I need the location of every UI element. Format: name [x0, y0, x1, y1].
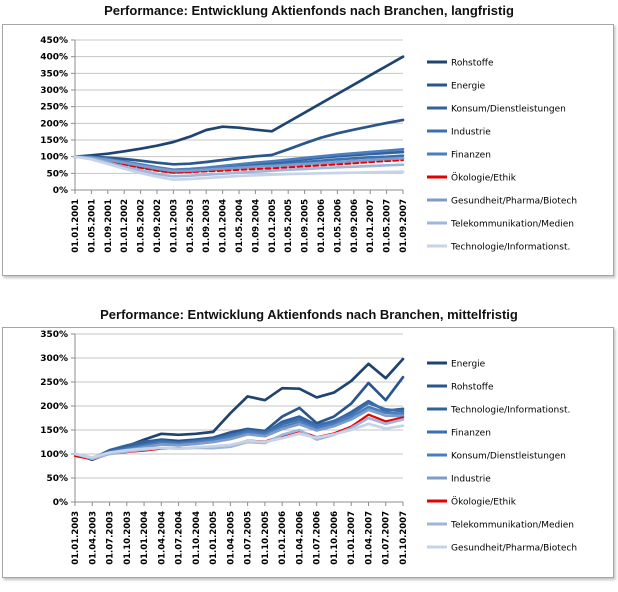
- legend-label-finanzen: Finanzen: [451, 151, 491, 161]
- x-axis-label: 01.09.2007: [399, 199, 409, 253]
- x-axis-label: 01.05.2002: [137, 199, 147, 253]
- legend-label-industrie: Industrie: [451, 128, 491, 138]
- legend-label-telekommunikation-medien: Telekommunikation/Medien: [450, 521, 574, 531]
- y-axis-label: 250%: [40, 378, 68, 388]
- y-axis-label: 50%: [46, 169, 68, 179]
- series-line-gesundheit-pharma-biotech: [73, 422, 405, 459]
- y-axis-label: 200%: [40, 119, 68, 129]
- legend-label-konsum-dienstleistungen: Konsum/Dienstleistungen: [451, 452, 566, 462]
- series-line-technologie-informationst: [73, 155, 405, 182]
- legend-label-gesundheit-pharma-biotech: Gesundheit/Pharma/Biotech: [451, 544, 577, 554]
- series-line-gesundheit-pharma-biotech: [73, 155, 405, 173]
- legend-label-rohstoffe: Rohstoffe: [451, 59, 494, 69]
- y-axis-label: 100%: [40, 450, 68, 460]
- x-axis-label: 01.01.2007: [347, 511, 357, 565]
- x-axis-label: 01.07.2003: [106, 511, 116, 565]
- x-axis-label: 01.09.2004: [251, 199, 261, 253]
- legend-label-technologie-informationst: Technologie/Informationst.: [450, 243, 570, 253]
- y-axis-label: 150%: [40, 136, 68, 146]
- legend-label-energie: Energie: [451, 82, 486, 92]
- series-line-kologie-ethik: [73, 155, 405, 174]
- x-axis-label: 01.10.2004: [192, 511, 202, 565]
- x-axis-label: 01.10.2003: [123, 511, 133, 565]
- y-axis-label: 0%: [53, 186, 68, 196]
- x-axis-label: 01.04.2007: [364, 511, 374, 565]
- y-axis-label: 450%: [40, 36, 68, 46]
- x-axis-label: 01.01.2001: [71, 199, 81, 253]
- x-axis-label: 01.07.2007: [382, 511, 392, 565]
- x-axis-label: 01.04.2003: [88, 511, 98, 565]
- x-axis-label: 01.05.2004: [235, 199, 245, 253]
- y-axis-label: 250%: [40, 103, 68, 113]
- x-axis-label: 01.01.2002: [120, 199, 130, 253]
- x-axis-label: 01.01.2007: [366, 199, 376, 253]
- legend-label-finanzen: Finanzen: [451, 429, 491, 439]
- x-axis-label: 01.09.2005: [301, 199, 311, 253]
- chart-title-mittelfristig: Performance: Entwicklung Aktienfonds nac…: [100, 307, 518, 322]
- x-axis-label: 01.09.2002: [153, 199, 163, 253]
- legend-label-kologie-ethik: Ökologie/Ethik: [451, 173, 517, 184]
- y-axis-label: 300%: [40, 354, 68, 364]
- x-axis-label: 01.05.2003: [186, 199, 196, 253]
- y-axis-label: 400%: [40, 53, 68, 63]
- x-axis-label: 01.01.2003: [71, 511, 81, 565]
- series-line-telekommunikation-medien: [73, 155, 405, 178]
- legend-label-kologie-ethik: Ökologie/Ethik: [451, 497, 517, 508]
- series-line-energie: [73, 118, 405, 166]
- x-axis-label: 01.04.2004: [157, 511, 167, 565]
- legend-label-rohstoffe: Rohstoffe: [451, 383, 494, 393]
- x-axis-label: 01.01.2003: [169, 199, 179, 253]
- y-axis-label: 300%: [40, 86, 68, 96]
- x-axis-label: 01.05.2001: [87, 199, 97, 253]
- x-axis-label: 01.10.2007: [399, 511, 409, 565]
- x-axis-label: 01.07.2006: [313, 511, 323, 565]
- x-axis-label: 01.10.2006: [330, 511, 340, 565]
- x-axis-label: 01.09.2006: [350, 199, 360, 253]
- legend-label-telekommunikation-medien: Telekommunikation/Medien: [450, 220, 574, 230]
- x-axis-label: 01.01.2005: [209, 511, 219, 565]
- legend-label-industrie: Industrie: [451, 475, 491, 485]
- x-axis-label: 01.04.2006: [295, 511, 305, 565]
- legend-label-gesundheit-pharma-biotech: Gesundheit/Pharma/Biotech: [451, 197, 577, 207]
- series-line-rohstoffe: [73, 55, 405, 159]
- y-axis-label: 200%: [40, 402, 68, 412]
- x-axis-label: 01.05.2005: [284, 199, 294, 253]
- y-axis-label: 350%: [40, 330, 68, 340]
- x-axis-label: 01.01.2004: [140, 511, 150, 565]
- x-axis-label: 01.01.2004: [219, 199, 229, 253]
- x-axis-label: 01.10.2005: [261, 511, 271, 565]
- legend-label-energie: Energie: [451, 360, 486, 370]
- x-axis-label: 01.09.2003: [202, 199, 212, 253]
- line-chart-mittelfristig: 0% 50% 100% 150% 200% 250% 300% 350% 01.01.2003 0…: [40, 330, 577, 565]
- x-axis-label: 01.05.2007: [383, 199, 393, 253]
- x-axis-label: 01.01.2006: [278, 511, 288, 565]
- legend-label-konsum-dienstleistungen: Konsum/Dienstleistungen: [451, 105, 566, 115]
- x-axis-label: 01.01.2006: [317, 199, 327, 253]
- chart-panel-langfristig: 0% 50% 100% 150% 200% 250% 300% 350% 400% 450% 01.…: [2, 24, 614, 276]
- chart-panel-mittelfristig: 0% 50% 100% 150% 200% 250% 300% 350% 01.01.2003 0…: [2, 327, 614, 578]
- legend-label-technologie-informationst: Technologie/Informationst.: [450, 406, 570, 416]
- y-axis-label: 50%: [46, 474, 68, 484]
- y-axis-label: 150%: [40, 426, 68, 436]
- y-axis-label: 100%: [40, 153, 68, 163]
- chart-title-langfristig: Performance: Entwicklung Aktienfonds nac…: [104, 3, 514, 18]
- x-axis-label: 01.07.2005: [244, 511, 254, 565]
- x-axis-label: 01.07.2004: [175, 511, 185, 565]
- y-axis-label: 350%: [40, 69, 68, 79]
- x-axis-label: 01.04.2005: [226, 511, 236, 565]
- x-axis-label: 01.09.2001: [104, 199, 114, 253]
- x-axis-label: 01.05.2006: [333, 199, 343, 253]
- x-axis-label: 01.01.2005: [268, 199, 278, 253]
- y-axis-label: 0%: [53, 498, 68, 508]
- line-chart-langfristig: 0% 50% 100% 150% 200% 250% 300% 350% 400% 450% 01.…: [40, 36, 577, 253]
